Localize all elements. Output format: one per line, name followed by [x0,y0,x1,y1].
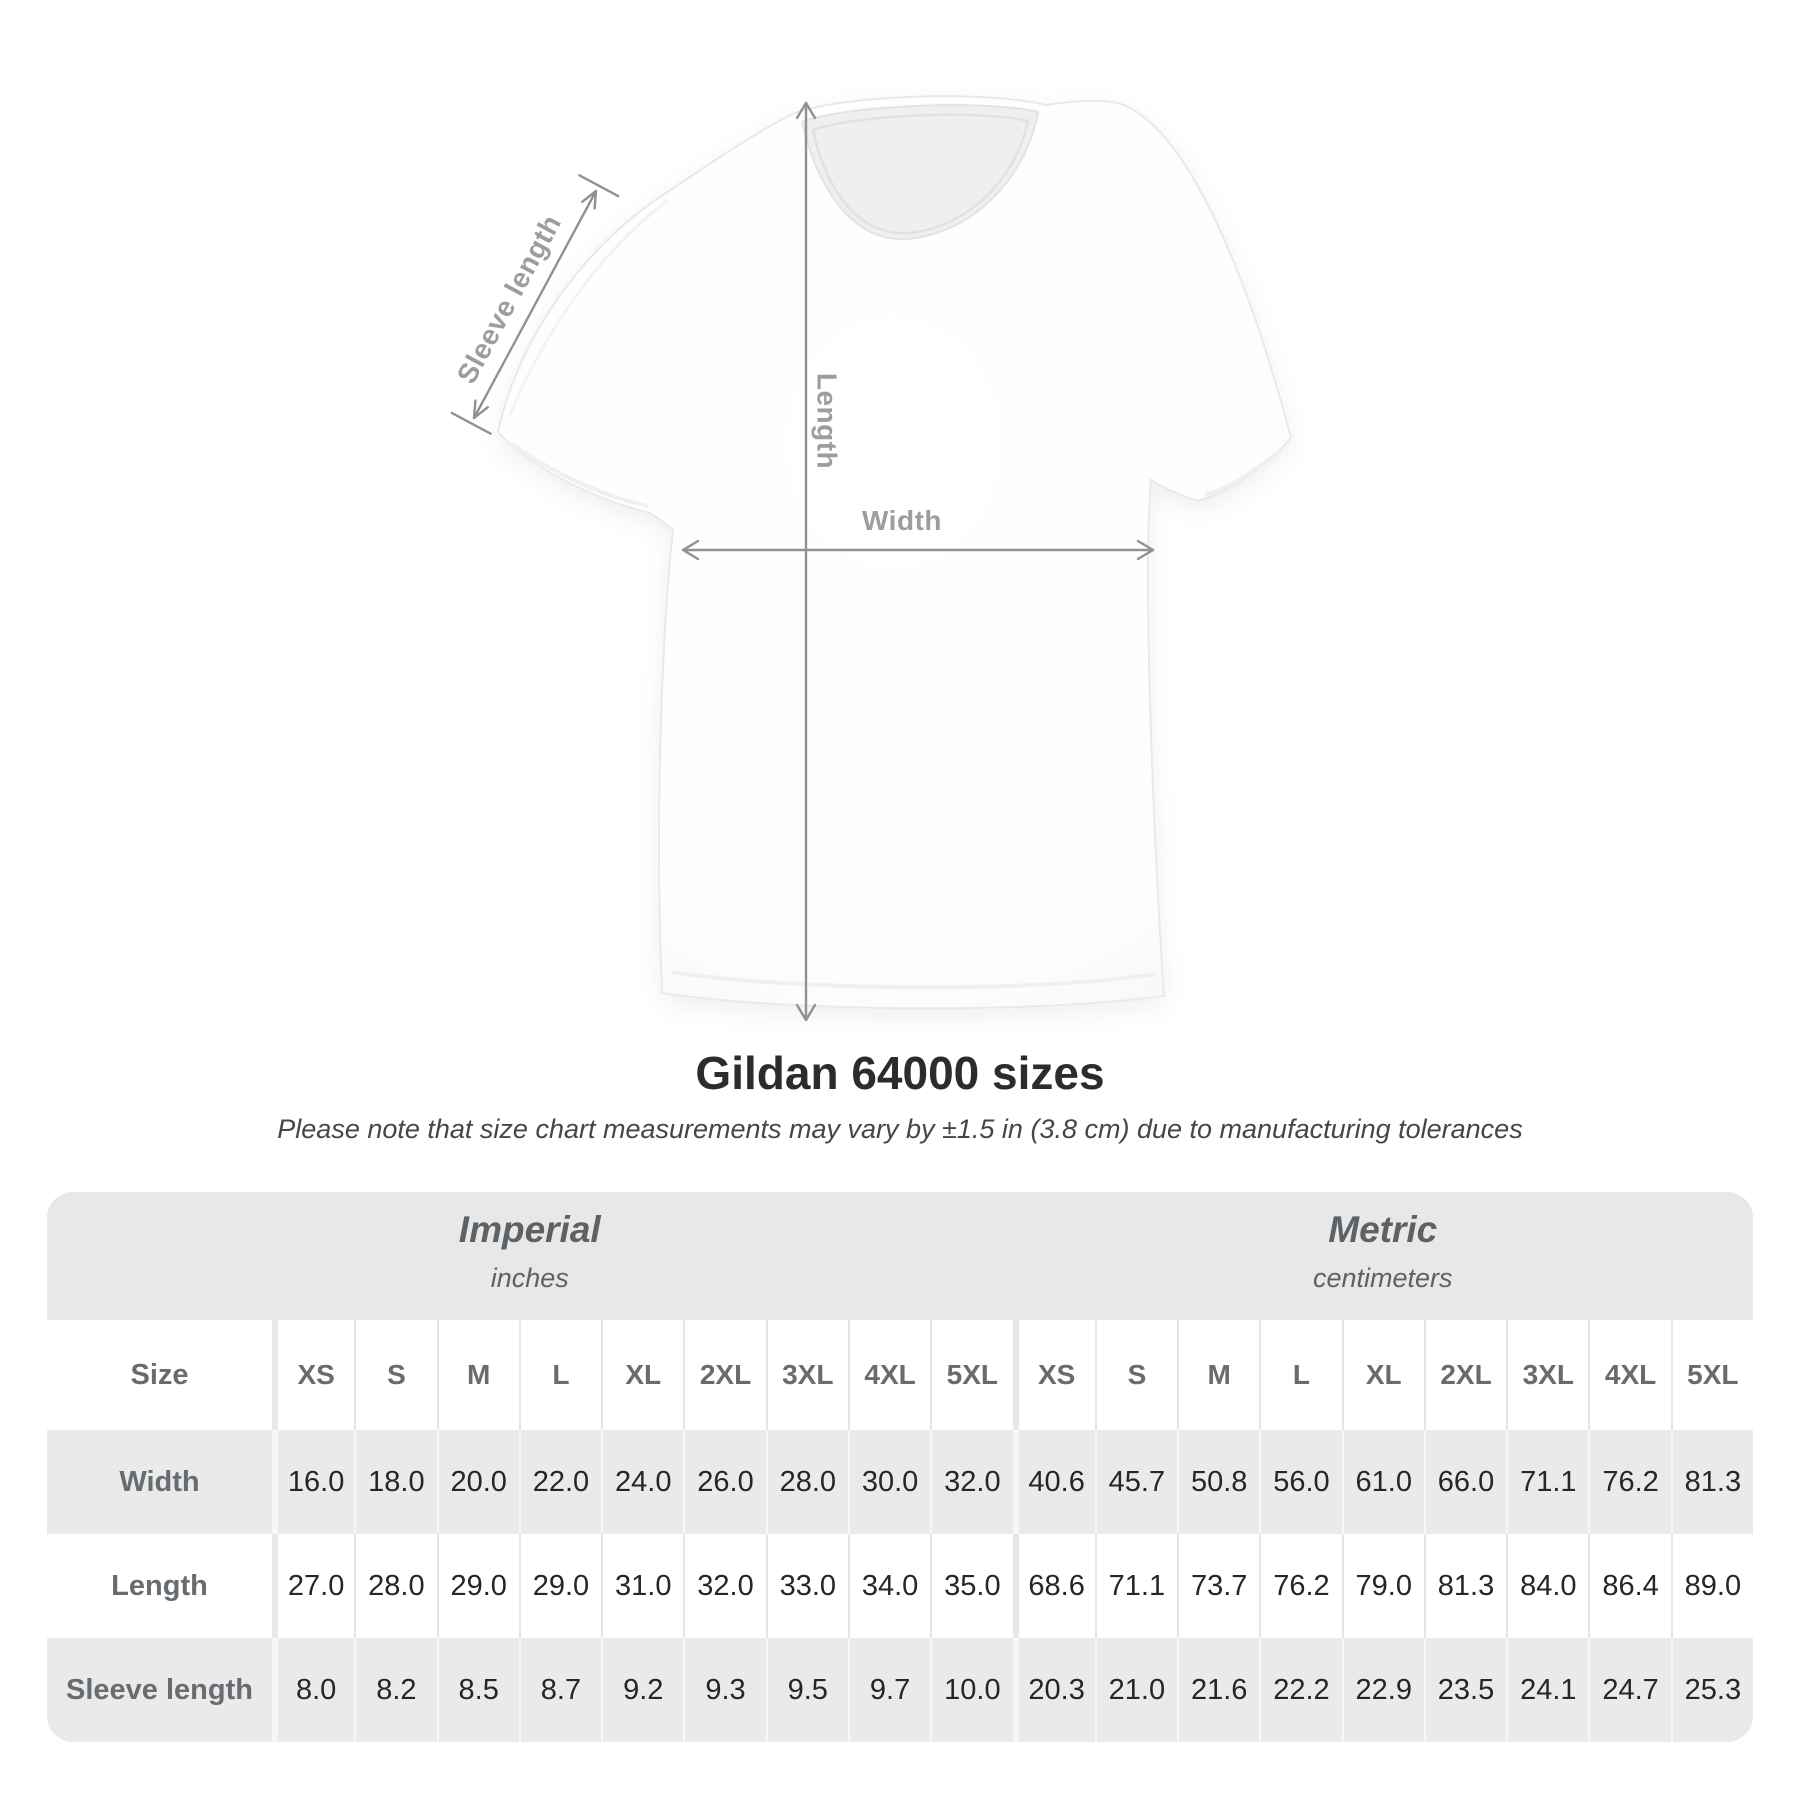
width-label: Width [862,505,942,536]
value-length-metric-2xl: 81.3 [1423,1534,1506,1638]
page-title: Gildan 64000 sizes [695,1047,1105,1099]
value-sleeve-length-imperial-m: 8.5 [436,1638,519,1742]
value-length-metric-3xl: 84.0 [1506,1534,1588,1638]
value-length-imperial-5xl: 35.0 [930,1534,1012,1638]
value-width-metric-4xl: 76.2 [1588,1430,1671,1534]
value-sleeve-length-metric-xl: 22.9 [1341,1638,1424,1742]
value-length-imperial-xs: 27.0 [272,1534,354,1638]
row-label-sleeve-length: Sleeve length [47,1638,272,1742]
size-header-metric-5xl: 5XL [1670,1320,1753,1430]
size-header-imperial-m: M [436,1320,519,1430]
size-corner-header: Size [130,1358,189,1391]
metric-group-label: Metric [1328,1208,1438,1250]
value-width-metric-m: 50.8 [1177,1430,1260,1534]
value-sleeve-length-imperial-2xl: 9.3 [683,1638,766,1742]
value-width-metric-2xl: 66.0 [1423,1430,1507,1534]
size-header-imperial-2xl: 2XL [683,1320,765,1430]
size-header-imperial-4xl: 4XL [847,1320,930,1430]
shirt-seam-details [508,198,1282,990]
size-header-metric-3xl: 3XL [1506,1320,1588,1430]
value-width-metric-3xl: 71.1 [1506,1430,1589,1534]
value-length-metric-xl: 79.0 [1341,1534,1424,1638]
value-length-imperial-s: 28.0 [354,1534,436,1638]
value-width-imperial-2xl: 26.0 [683,1430,766,1534]
value-length-imperial-4xl: 34.0 [847,1534,930,1638]
row-label-length: Length [111,1569,208,1602]
value-width-metric-xs: 40.6 [1012,1430,1095,1534]
imperial-group-label: Imperial [458,1208,601,1250]
value-length-imperial-l: 29.0 [518,1534,601,1638]
size-header-imperial-s: S [354,1320,436,1430]
size-header-metric-m: M [1177,1320,1259,1430]
value-sleeve-length-imperial-3xl: 9.5 [765,1638,848,1742]
value-length-imperial-3xl: 33.0 [765,1534,848,1638]
value-length-metric-4xl: 86.4 [1588,1534,1670,1638]
value-length-metric-m: 73.7 [1177,1534,1259,1638]
value-length-metric-xs: 68.6 [1012,1534,1095,1638]
metric-group-header: Metric centimeters [1012,1192,1753,1320]
value-length-metric-5xl: 89.0 [1670,1534,1753,1638]
value-width-metric-l: 56.0 [1259,1430,1342,1534]
length-label: Length [812,373,843,469]
value-sleeve-length-imperial-xs: 8.0 [272,1638,355,1742]
value-sleeve-length-metric-5xl: 25.3 [1670,1638,1753,1742]
value-width-imperial-3xl: 28.0 [765,1430,848,1534]
value-length-imperial-2xl: 32.0 [683,1534,765,1638]
size-header-imperial-3xl: 3XL [765,1320,848,1430]
width-arrow [681,539,1155,561]
value-width-imperial-4xl: 30.0 [847,1430,931,1534]
collar-opening [800,104,1040,241]
size-header-imperial-5xl: 5XL [930,1320,1012,1430]
value-sleeve-length-metric-s: 21.0 [1094,1638,1178,1742]
value-width-imperial-xl: 24.0 [601,1430,684,1534]
value-sleeve-length-imperial-s: 8.2 [354,1638,437,1742]
value-width-metric-s: 45.7 [1094,1430,1178,1534]
size-header-imperial-xs: XS [272,1320,354,1430]
value-sleeve-length-metric-l: 22.2 [1259,1638,1342,1742]
value-length-imperial-xl: 31.0 [601,1534,683,1638]
size-header-metric-xs: XS [1012,1320,1095,1430]
tshirt-silhouette [496,95,1293,1010]
sleeve-length-arrow [450,174,620,435]
value-width-metric-5xl: 81.3 [1670,1430,1753,1534]
value-sleeve-length-imperial-xl: 9.2 [601,1638,684,1742]
value-sleeve-length-metric-4xl: 24.7 [1588,1638,1671,1742]
row-label-width: Width [47,1430,272,1534]
size-header-imperial-l: L [518,1320,601,1430]
value-width-imperial-l: 22.0 [518,1430,602,1534]
page-subtitle: Please note that size chart measurements… [277,1114,1523,1144]
size-header-imperial-xl: XL [601,1320,683,1430]
value-sleeve-length-metric-2xl: 23.5 [1423,1638,1507,1742]
value-sleeve-length-metric-m: 21.6 [1177,1638,1260,1742]
value-sleeve-length-imperial-l: 8.7 [518,1638,602,1742]
size-header-metric-l: L [1259,1320,1341,1430]
value-sleeve-length-metric-xs: 20.3 [1012,1638,1095,1742]
value-width-imperial-s: 18.0 [354,1430,437,1534]
size-header-metric-s: S [1094,1320,1177,1430]
value-width-metric-xl: 61.0 [1341,1430,1424,1534]
length-arrow [795,101,817,1022]
metric-group-units: centimeters [1312,1262,1453,1293]
collar-ribbing [811,113,1030,235]
tshirt-diagram: Sleeve length Length Width [450,95,1293,1022]
size-table: Imperial inches Metric centimeters Size X… [47,1192,1753,1742]
value-sleeve-length-imperial-5xl: 10.0 [930,1638,1013,1742]
value-length-metric-s: 71.1 [1094,1534,1177,1638]
imperial-group-header: Imperial inches [47,1192,1013,1320]
value-width-imperial-5xl: 32.0 [930,1430,1013,1534]
value-length-metric-l: 76.2 [1259,1534,1341,1638]
value-length-imperial-m: 29.0 [436,1534,519,1638]
value-width-imperial-xs: 16.0 [272,1430,355,1534]
imperial-group-units: inches [490,1262,569,1293]
value-width-imperial-m: 20.0 [436,1430,519,1534]
size-header-metric-xl: XL [1341,1320,1424,1430]
value-sleeve-length-imperial-4xl: 9.7 [847,1638,931,1742]
size-header-metric-2xl: 2XL [1423,1320,1506,1430]
size-header-metric-4xl: 4XL [1588,1320,1670,1430]
value-sleeve-length-metric-3xl: 24.1 [1506,1638,1589,1742]
